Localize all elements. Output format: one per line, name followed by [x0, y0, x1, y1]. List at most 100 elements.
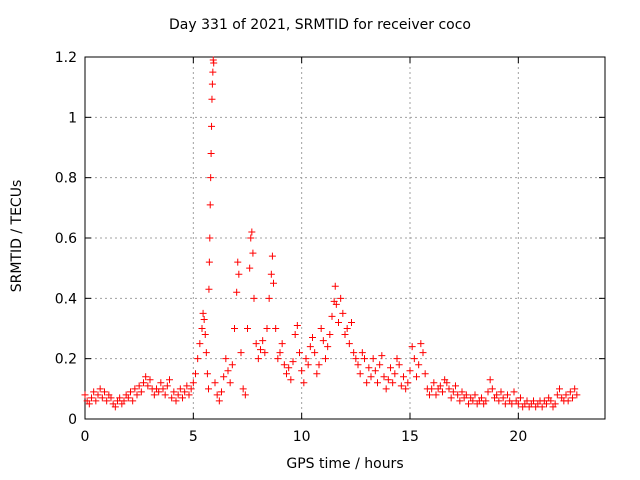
data-point: [296, 349, 303, 357]
data-point: [101, 388, 108, 396]
data-point: [553, 391, 561, 399]
data-point: [249, 249, 257, 257]
x-axis-label: GPS time / hours: [286, 456, 404, 472]
data-point: [371, 367, 379, 375]
data-point: [497, 388, 505, 396]
data-point: [261, 349, 269, 357]
data-point: [571, 385, 579, 393]
data-point: [361, 355, 368, 363]
data-point: [206, 201, 214, 209]
data-point: [107, 394, 115, 402]
data-point: [343, 325, 351, 332]
data-point: [454, 391, 462, 399]
data-point: [103, 397, 111, 405]
data-point: [222, 355, 230, 363]
data-point: [469, 397, 477, 405]
data-point: [523, 397, 531, 405]
data-point: [94, 391, 102, 399]
data-point: [428, 385, 436, 393]
data-point: [462, 391, 470, 399]
data-point: [111, 403, 119, 411]
data-point: [331, 282, 339, 290]
data-point: [207, 150, 215, 158]
data-point: [456, 397, 464, 405]
data-point: [170, 388, 178, 396]
data-point: [573, 391, 581, 399]
data-point: [215, 397, 223, 405]
data-point: [265, 294, 273, 302]
data-point: [237, 349, 245, 357]
data-point: [280, 361, 288, 369]
data-point: [374, 379, 381, 387]
data-point: [207, 174, 215, 182]
data-point: [562, 391, 570, 399]
data-point: [391, 370, 399, 378]
data-point: [419, 349, 427, 357]
data-point: [478, 394, 485, 402]
data-point: [268, 252, 276, 260]
y-tick-label: 0.2: [55, 352, 77, 368]
data-point: [382, 385, 390, 393]
data-point: [380, 373, 388, 381]
data-point: [365, 364, 373, 372]
data-point: [356, 370, 364, 378]
data-point: [208, 122, 216, 130]
data-point: [163, 382, 171, 390]
data-point: [272, 325, 280, 332]
data-point: [291, 331, 299, 339]
data-point: [350, 349, 358, 357]
data-point: [384, 376, 392, 384]
data-point: [270, 279, 277, 287]
data-point: [276, 349, 284, 357]
data-point: [220, 373, 228, 381]
data-point: [413, 373, 420, 381]
x-tick-label: 20: [509, 429, 527, 445]
data-point: [432, 391, 440, 399]
data-point: [348, 318, 355, 326]
data-point: [248, 228, 256, 236]
data-point: [471, 391, 479, 399]
data-point: [530, 397, 537, 405]
data-point: [400, 373, 407, 381]
data-point: [168, 394, 176, 402]
data-point: [345, 340, 353, 348]
data-point: [213, 391, 221, 399]
data-point: [185, 391, 193, 399]
data-point: [408, 343, 416, 351]
data-point: [404, 379, 412, 387]
data-point: [250, 294, 258, 302]
data-point: [192, 370, 199, 378]
data-point: [376, 361, 384, 369]
data-point: [120, 397, 128, 405]
data-point: [556, 385, 563, 393]
data-point: [81, 391, 89, 399]
data-point: [304, 361, 312, 369]
data-point: [150, 391, 158, 399]
data-point: [179, 394, 186, 402]
data-point: [499, 394, 507, 402]
data-point: [155, 388, 163, 396]
data-point: [200, 315, 208, 323]
x-tick-label: 5: [189, 429, 198, 445]
data-point: [317, 325, 325, 332]
data-point: [263, 325, 271, 332]
data-point: [517, 394, 524, 402]
data-point: [358, 349, 366, 357]
data-point: [395, 361, 403, 369]
data-point: [465, 400, 472, 408]
data-point: [189, 379, 197, 387]
data-point: [224, 367, 232, 375]
data-point: [283, 370, 290, 378]
data-point: [287, 376, 295, 384]
data-point: [96, 385, 104, 393]
data-point: [137, 388, 145, 396]
data-point: [199, 309, 207, 317]
data-point: [298, 367, 306, 375]
data-point: [127, 388, 134, 396]
data-point: [159, 385, 167, 393]
data-point: [311, 349, 319, 357]
data-point: [235, 270, 243, 278]
data-point: [98, 394, 106, 402]
data-point: [194, 355, 202, 363]
data-point: [116, 394, 124, 402]
